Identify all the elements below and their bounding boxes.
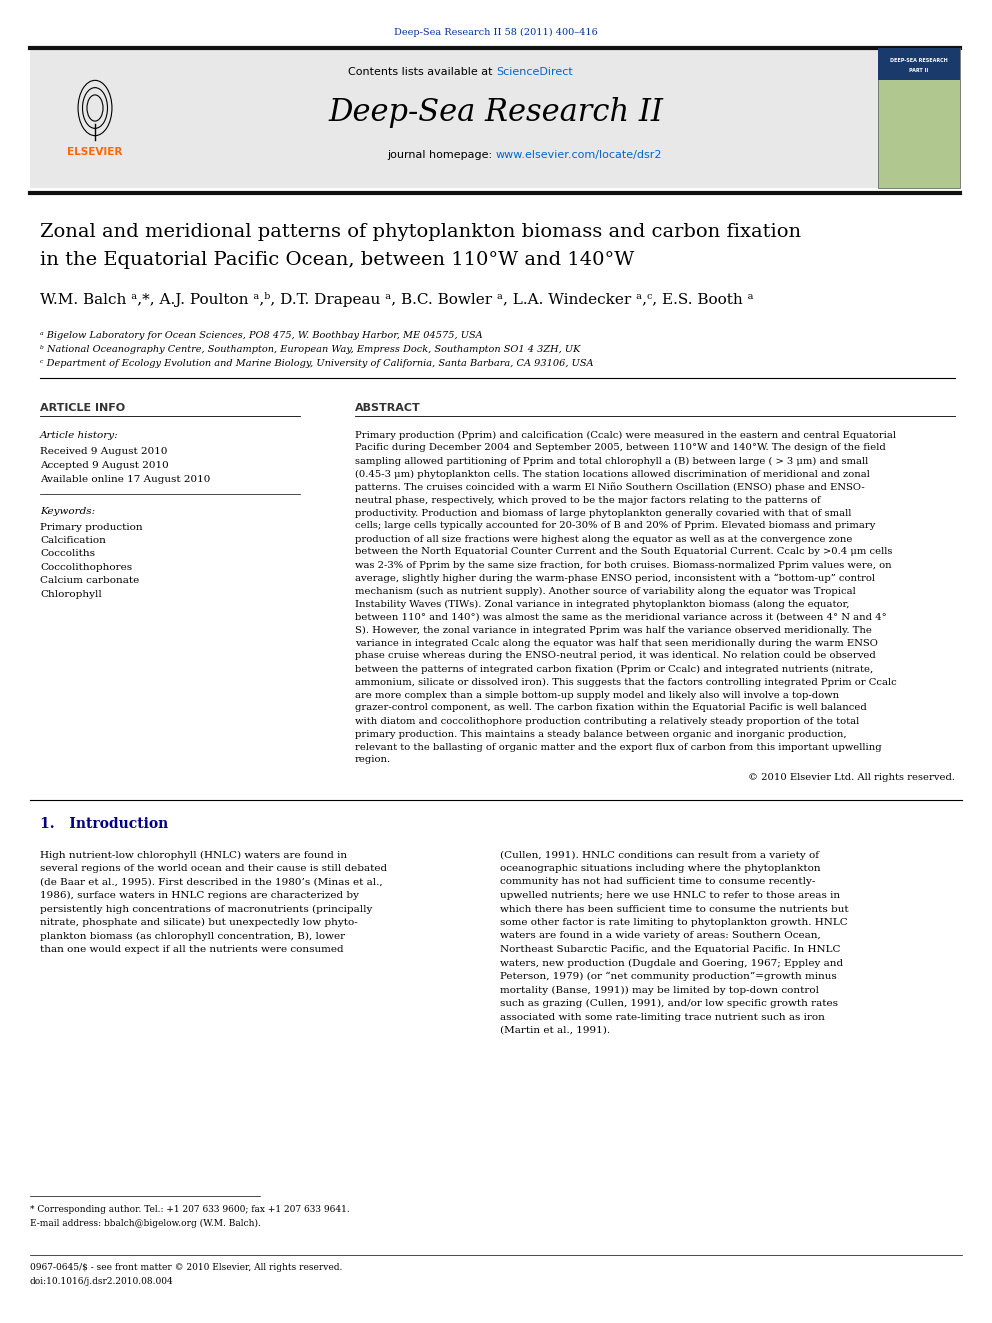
Text: grazer-control component, as well. The carbon fixation within the Equatorial Pac: grazer-control component, as well. The c… (355, 704, 867, 713)
Text: between the patterns of integrated carbon fixation (Pprim or Ccalc) and integrat: between the patterns of integrated carbo… (355, 664, 873, 673)
Text: such as grazing (Cullen, 1991), and/or low specific growth rates: such as grazing (Cullen, 1991), and/or l… (500, 999, 838, 1008)
Text: ammonium, silicate or dissolved iron). This suggests that the factors controllin: ammonium, silicate or dissolved iron). T… (355, 677, 897, 687)
Text: (0.45-3 μm) phytoplankton cells. The station locations allowed discrimination of: (0.45-3 μm) phytoplankton cells. The sta… (355, 470, 870, 479)
Text: Deep-Sea Research II 58 (2011) 400–416: Deep-Sea Research II 58 (2011) 400–416 (394, 28, 598, 37)
Text: doi:10.1016/j.dsr2.2010.08.004: doi:10.1016/j.dsr2.2010.08.004 (30, 1277, 174, 1286)
Text: 1986), surface waters in HNLC regions are characterized by: 1986), surface waters in HNLC regions ar… (40, 890, 359, 900)
Text: cells; large cells typically accounted for 20-30% of B and 20% of Pprim. Elevate: cells; large cells typically accounted f… (355, 521, 875, 531)
Text: in the Equatorial Pacific Ocean, between 110°W and 140°W: in the Equatorial Pacific Ocean, between… (40, 251, 634, 269)
Text: nitrate, phosphate and silicate) but unexpectedly low phyto-: nitrate, phosphate and silicate) but une… (40, 918, 358, 927)
Text: associated with some rate-limiting trace nutrient such as iron: associated with some rate-limiting trace… (500, 1012, 825, 1021)
Text: ELSEVIER: ELSEVIER (67, 147, 123, 157)
Text: ScienceDirect: ScienceDirect (496, 67, 572, 77)
Text: oceanographic situations including where the phytoplankton: oceanographic situations including where… (500, 864, 820, 873)
Text: Accepted 9 August 2010: Accepted 9 August 2010 (40, 462, 169, 471)
Text: 0967-0645/$ - see front matter © 2010 Elsevier, All rights reserved.: 0967-0645/$ - see front matter © 2010 El… (30, 1263, 342, 1273)
Text: Chlorophyll: Chlorophyll (40, 590, 102, 599)
Text: between 110° and 140°) was almost the same as the meridional variance across it : between 110° and 140°) was almost the sa… (355, 613, 887, 622)
Text: community has not had sufficient time to consume recently-: community has not had sufficient time to… (500, 877, 815, 886)
Text: Contents lists available at: Contents lists available at (348, 67, 496, 77)
Text: ᵃ Bigelow Laboratory for Ocean Sciences, PO8 475, W. Boothbay Harbor, ME 04575, : ᵃ Bigelow Laboratory for Ocean Sciences,… (40, 331, 483, 340)
Text: ARTICLE INFO: ARTICLE INFO (40, 404, 125, 413)
Text: region.: region. (355, 755, 391, 765)
Text: © 2010 Elsevier Ltd. All rights reserved.: © 2010 Elsevier Ltd. All rights reserved… (748, 773, 955, 782)
Text: www.elsevier.com/locate/dsr2: www.elsevier.com/locate/dsr2 (496, 149, 663, 160)
Text: Received 9 August 2010: Received 9 August 2010 (40, 447, 168, 456)
Text: average, slightly higher during the warm-phase ENSO period, inconsistent with a : average, slightly higher during the warm… (355, 573, 875, 582)
Text: with diatom and coccolithophore production contributing a relatively steady prop: with diatom and coccolithophore producti… (355, 717, 859, 725)
Text: Deep-Sea Research II: Deep-Sea Research II (328, 97, 664, 127)
Text: Coccoliths: Coccoliths (40, 549, 95, 558)
Text: Zonal and meridional patterns of phytoplankton biomass and carbon fixation: Zonal and meridional patterns of phytopl… (40, 224, 802, 241)
Text: relevant to the ballasting of organic matter and the export flux of carbon from : relevant to the ballasting of organic ma… (355, 742, 882, 751)
Text: (Martin et al., 1991).: (Martin et al., 1991). (500, 1027, 610, 1035)
Text: DEEP-SEA RESEARCH: DEEP-SEA RESEARCH (890, 57, 948, 62)
Text: variance in integrated Ccalc along the equator was half that seen meridionally d: variance in integrated Ccalc along the e… (355, 639, 878, 647)
Text: are more complex than a simple bottom-up supply model and likely also will invol: are more complex than a simple bottom-up… (355, 691, 839, 700)
Text: S). However, the zonal variance in integrated Pprim was half the variance observ: S). However, the zonal variance in integ… (355, 626, 872, 635)
Bar (878, 48, 960, 79)
Text: Pacific during December 2004 and September 2005, between 110°W and 140°W. The de: Pacific during December 2004 and Septemb… (355, 443, 886, 452)
Text: Calcium carbonate: Calcium carbonate (40, 577, 139, 586)
Text: waters are found in a wide variety of areas: Southern Ocean,: waters are found in a wide variety of ar… (500, 931, 820, 941)
Text: neutral phase, respectively, which proved to be the major factors relating to th: neutral phase, respectively, which prove… (355, 496, 820, 504)
Text: ᵇ National Oceanography Centre, Southampton, European Way, Empress Dock, Southam: ᵇ National Oceanography Centre, Southamp… (40, 345, 580, 355)
Text: (Cullen, 1991). HNLC conditions can result from a variety of: (Cullen, 1991). HNLC conditions can resu… (500, 851, 819, 860)
Text: Peterson, 1979) (or “net community production”=growth minus: Peterson, 1979) (or “net community produ… (500, 972, 836, 982)
Text: W.M. Balch ᵃ,*, A.J. Poulton ᵃ,ᵇ, D.T. Drapeau ᵃ, B.C. Bowler ᵃ, L.A. Windecker : W.M. Balch ᵃ,*, A.J. Poulton ᵃ,ᵇ, D.T. D… (40, 292, 754, 307)
Text: persistently high concentrations of macronutrients (principally: persistently high concentrations of macr… (40, 905, 372, 914)
Text: mechanism (such as nutrient supply). Another source of variability along the equ: mechanism (such as nutrient supply). Ano… (355, 586, 856, 595)
Text: than one would expect if all the nutrients were consumed: than one would expect if all the nutrien… (40, 945, 343, 954)
Text: Instability Waves (TIWs). Zonal variance in integrated phytoplankton biomass (al: Instability Waves (TIWs). Zonal variance… (355, 599, 849, 609)
Text: Calcification: Calcification (40, 536, 106, 545)
Text: waters, new production (Dugdale and Goering, 1967; Eppley and: waters, new production (Dugdale and Goer… (500, 958, 843, 967)
Text: upwelled nutrients; here we use HNLC to refer to those areas in: upwelled nutrients; here we use HNLC to … (500, 890, 840, 900)
Bar (30, 48, 960, 188)
Text: Available online 17 August 2010: Available online 17 August 2010 (40, 475, 210, 484)
Text: primary production. This maintains a steady balance between organic and inorgani: primary production. This maintains a ste… (355, 729, 846, 738)
Bar (878, 48, 960, 188)
Text: Primary production (Pprim) and calcification (Ccalc) were measured in the easter: Primary production (Pprim) and calcifica… (355, 430, 896, 439)
Text: patterns. The cruises coincided with a warm El Niño Southern Oscillation (ENSO) : patterns. The cruises coincided with a w… (355, 482, 865, 492)
Text: Northeast Subarctic Pacific, and the Equatorial Pacific. In HNLC: Northeast Subarctic Pacific, and the Equ… (500, 945, 840, 954)
Text: phase cruise whereas during the ENSO-neutral period, it was identical. No relati: phase cruise whereas during the ENSO-neu… (355, 651, 876, 660)
Text: * Corresponding author. Tel.: +1 207 633 9600; fax +1 207 633 9641.: * Corresponding author. Tel.: +1 207 633… (30, 1205, 350, 1215)
Text: High nutrient-low chlorophyll (HNLC) waters are found in: High nutrient-low chlorophyll (HNLC) wat… (40, 851, 347, 860)
Text: productivity. Production and biomass of large phytoplankton generally covaried w: productivity. Production and biomass of … (355, 508, 851, 517)
Text: (de Baar et al., 1995). First described in the 1980’s (Minas et al.,: (de Baar et al., 1995). First described … (40, 877, 383, 886)
Text: was 2-3% of Pprim by the same size fraction, for both cruises. Biomass-normalize: was 2-3% of Pprim by the same size fract… (355, 561, 892, 569)
Text: 1.   Introduction: 1. Introduction (40, 818, 169, 831)
Text: E-mail address: bbalch@bigelow.org (W.M. Balch).: E-mail address: bbalch@bigelow.org (W.M.… (30, 1218, 261, 1228)
Text: between the North Equatorial Counter Current and the South Equatorial Current. C: between the North Equatorial Counter Cur… (355, 548, 893, 557)
Text: ᶜ Department of Ecology Evolution and Marine Biology, University of California, : ᶜ Department of Ecology Evolution and Ma… (40, 360, 593, 369)
Text: some other factor is rate limiting to phytoplankton growth. HNLC: some other factor is rate limiting to ph… (500, 918, 848, 927)
Text: Primary production: Primary production (40, 523, 143, 532)
Text: Keywords:: Keywords: (40, 507, 95, 516)
Text: Coccolithophores: Coccolithophores (40, 564, 132, 572)
Text: plankton biomass (as chlorophyll concentration, B), lower: plankton biomass (as chlorophyll concent… (40, 931, 345, 941)
Text: sampling allowed partitioning of Pprim and total chlorophyll a (B) between large: sampling allowed partitioning of Pprim a… (355, 456, 868, 466)
Text: which there has been sufficient time to consume the nutrients but: which there has been sufficient time to … (500, 905, 848, 913)
Text: PART II: PART II (910, 67, 929, 73)
Text: several regions of the world ocean and their cause is still debated: several regions of the world ocean and t… (40, 864, 387, 873)
Text: ABSTRACT: ABSTRACT (355, 404, 421, 413)
Text: mortality (Banse, 1991)) may be limited by top-down control: mortality (Banse, 1991)) may be limited … (500, 986, 819, 995)
Text: Article history:: Article history: (40, 430, 119, 439)
Text: production of all size fractions were highest along the equator as well as at th: production of all size fractions were hi… (355, 534, 852, 544)
Text: journal homepage:: journal homepage: (387, 149, 496, 160)
